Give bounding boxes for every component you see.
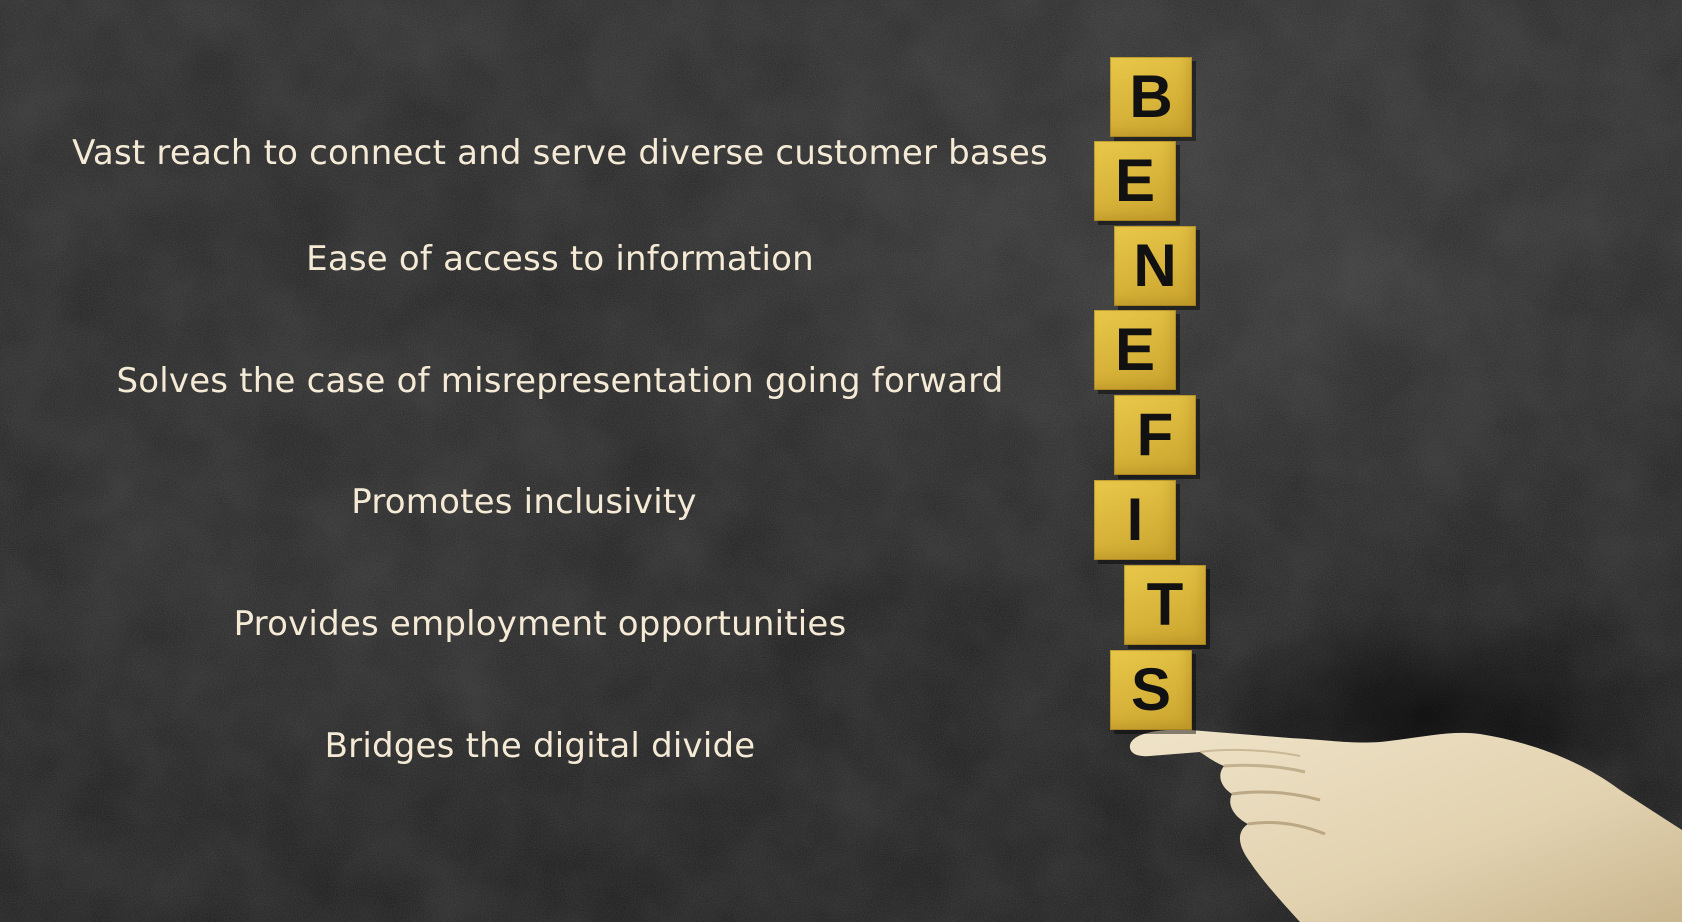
benefit-list: Vast reach to connect and serve diverse … [72, 133, 1048, 766]
letter-tile: F [1114, 395, 1196, 475]
letter-tile: B [1110, 57, 1192, 137]
benefit-item: Provides employment opportunities [233, 604, 847, 644]
benefit-item: Promotes inclusivity [351, 482, 697, 522]
letter-tile: N [1114, 226, 1196, 306]
letter-tile: I [1094, 480, 1176, 560]
benefit-item: Solves the case of misrepresentation goi… [116, 361, 1004, 401]
benefit-item: Bridges the digital divide [324, 726, 756, 766]
letter-tile: T [1124, 565, 1206, 645]
benefit-item: Ease of access to information [306, 239, 814, 279]
letter-tile: E [1094, 141, 1176, 221]
benefit-item: Vast reach to connect and serve diverse … [72, 133, 1048, 173]
letter-tile: S [1110, 650, 1192, 730]
letter-tile: E [1094, 310, 1176, 390]
